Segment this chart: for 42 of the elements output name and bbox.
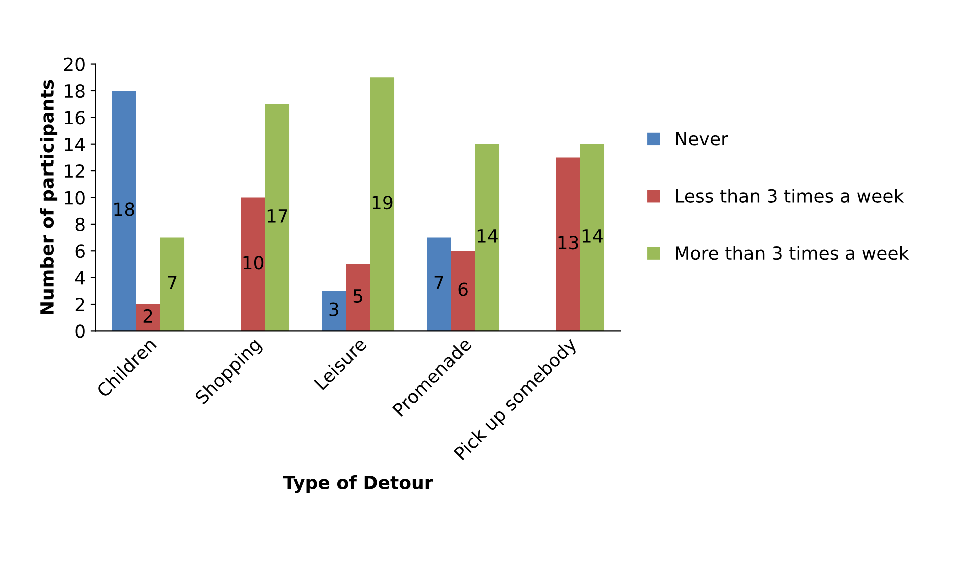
y-tick-label: 10 [65, 191, 85, 205]
bar [241, 198, 266, 332]
bar [475, 144, 500, 332]
data-label: 17 [268, 210, 288, 223]
data-label: 10 [244, 256, 264, 270]
bar [160, 238, 185, 332]
y-tick-label: 0 [76, 324, 85, 338]
bar [112, 90, 136, 332]
data-label: 7 [434, 276, 444, 290]
y-tick-label: 16 [65, 111, 85, 125]
x-axis-title: Type of Detour [283, 476, 434, 494]
bar [580, 144, 605, 332]
bar [346, 264, 370, 332]
bar [427, 238, 452, 332]
y-tick-label: 14 [65, 138, 86, 152]
data-label: 2 [144, 309, 152, 323]
y-tick-label: 2 [76, 298, 84, 312]
legend-label: More than 3 times a week [676, 246, 910, 260]
y-tick-label: 18 [65, 84, 85, 98]
y-tick-label: 8 [76, 218, 85, 232]
y-tick-label: 6 [76, 244, 85, 258]
bar [265, 104, 290, 332]
data-label: 3 [330, 302, 338, 316]
data-label: 18 [114, 202, 134, 216]
y-tick-label: 4 [75, 272, 86, 285]
y-tick-label: 12 [65, 164, 84, 178]
data-label: 13 [558, 236, 578, 250]
data-label: 14 [478, 230, 498, 243]
data-label: 6 [458, 282, 468, 296]
bar [322, 291, 346, 332]
data-label: 14 [582, 230, 603, 243]
legend-label: Never [676, 132, 728, 146]
data-label: 5 [354, 290, 362, 304]
legend-label: Less than 3 times a week [676, 189, 904, 203]
bar [136, 304, 160, 332]
y-tick-label: 20 [64, 58, 85, 72]
bar [451, 251, 476, 332]
bar [556, 158, 580, 332]
y-axis-title: Number of participants [40, 80, 58, 314]
bar [370, 78, 395, 332]
data-label: 7 [168, 276, 177, 290]
data-label: 19 [372, 196, 393, 210]
